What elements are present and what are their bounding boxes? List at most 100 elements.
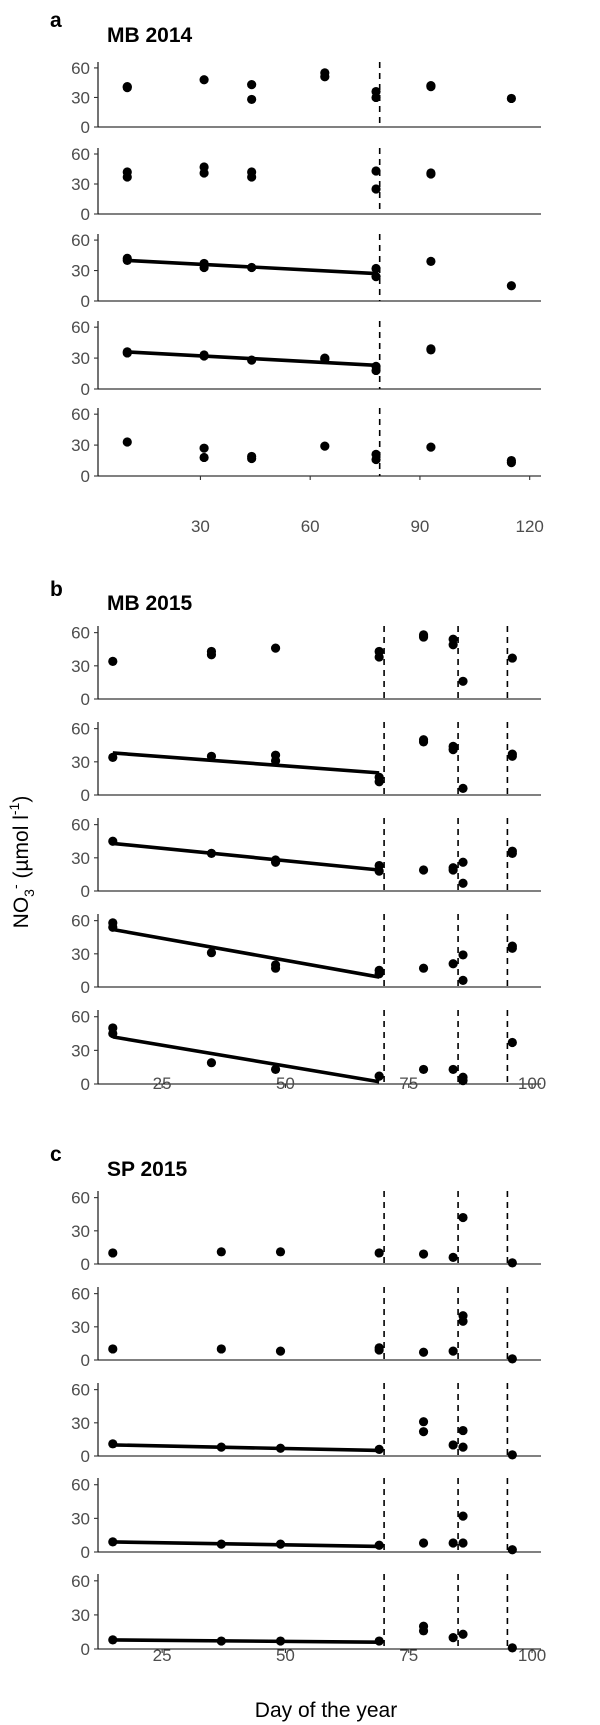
panel-a-row-1-point <box>371 86 381 97</box>
panel-b-row-2-point <box>374 772 384 782</box>
panel-c-row-3-point <box>418 1417 429 1427</box>
panel-c-row-2-point <box>507 1354 517 1364</box>
panel-a-row-1-point <box>247 80 257 90</box>
panel-a-row-1-point <box>426 81 436 91</box>
panel-c-row-4-y-tick-label: 0 <box>81 1543 90 1562</box>
y-axis-title-subscript: 3 <box>21 889 37 897</box>
panel-b-row-2-point <box>507 749 517 759</box>
panel-b-row-2-y-tick-label: 60 <box>71 720 90 739</box>
panel-c-row-5-y-tick-label: 60 <box>71 1572 90 1591</box>
panel-a-row-5-y-tick-label: 60 <box>71 405 90 424</box>
panel-b-row-2-point <box>108 752 118 762</box>
panel-a-x-tick-label: 90 <box>410 517 429 536</box>
panel-b-row-3-point <box>374 860 384 871</box>
panel-b-row-1-point <box>206 646 217 657</box>
panel-c-row-4-point <box>275 1539 286 1549</box>
panel-a-title: MB 2014 <box>107 24 193 47</box>
panel-b-row-4-y-tick-label: 0 <box>81 978 90 997</box>
panel-a-row-3-point <box>426 256 436 267</box>
panel-c-row-1-point <box>458 1212 468 1223</box>
panel-b-row-3: 0 30 60 <box>71 816 541 901</box>
panel-b-row-3-point <box>448 863 458 873</box>
panel-a-row-4: 0 30 60 <box>71 318 541 399</box>
panel-c-row-4-point <box>216 1539 226 1549</box>
panel-a-row-2-point <box>371 166 381 176</box>
panel-c-row-5-point <box>216 1636 226 1646</box>
panel-b-row-1-y-tick-label: 0 <box>81 690 90 709</box>
panel-a-row-3-point <box>122 253 132 263</box>
panel-b-row-1-point <box>374 646 384 657</box>
y-axis-title-unit-superscript: -1 <box>6 802 22 815</box>
panel-a-row-4-point <box>371 361 381 371</box>
panel-b-row-2-point <box>458 783 468 793</box>
panel-b-row-1-y-tick-label: 60 <box>71 624 90 643</box>
panel-c-row-4-y-tick-label: 60 <box>71 1476 90 1495</box>
panel-a-row-1-y-tick-label: 60 <box>71 59 90 78</box>
panel-a-row-2-y-tick-label: 0 <box>81 205 90 224</box>
panel-b-row-2-point <box>448 741 458 751</box>
panel-a-row-1-point <box>199 75 209 85</box>
panel-a-row-4-point <box>122 347 132 357</box>
panel-c-row-3-point <box>458 1442 468 1452</box>
panel-b-row-4-point <box>458 950 468 960</box>
panel-a-row-3-y-tick-label: 30 <box>71 262 90 281</box>
panel-c-title: SP 2015 <box>107 1158 188 1181</box>
panel-c-row-1-point <box>374 1248 384 1258</box>
y-axis-title-text: NO3- (µmol l-1) <box>6 796 37 929</box>
panel-c-row-4-y-tick-label: 30 <box>71 1509 90 1528</box>
panel-a-row-2-y-tick-label: 30 <box>71 175 90 194</box>
panel-b-x-tick-label: 25 <box>153 1074 172 1093</box>
panel-c-x-tick-label: 100 <box>518 1646 546 1665</box>
x-axis-title: Day of the year <box>255 1699 397 1722</box>
panel-b-row-3-point <box>206 848 217 858</box>
panel-c-row-5-point <box>374 1636 384 1646</box>
panel-b-row-4-point <box>418 963 429 973</box>
y-axis-title-unit: (µmol l <box>10 815 33 884</box>
panel-b-row-3-y-tick-label: 60 <box>71 816 90 835</box>
panel-c-row-5-trend-line <box>112 1638 380 1644</box>
y-axis-title-main: NO <box>10 897 33 929</box>
panel-c-row-5-point <box>448 1633 458 1643</box>
panel-c-row-2-point <box>458 1311 468 1321</box>
panel-b-row-2: 0 30 60 <box>71 720 541 805</box>
panel-b-row-5-point <box>448 1064 458 1075</box>
panel-c-row-3-point <box>448 1440 458 1450</box>
panel-b-row-2-point <box>206 751 217 761</box>
panel-c-row-3-y-tick-label: 60 <box>71 1381 90 1400</box>
panel-b-row-1-y-tick-label: 30 <box>71 657 90 676</box>
panel-a-letter: a <box>50 9 62 32</box>
panel-a-row-1-y-tick-label: 0 <box>81 118 90 137</box>
panel-c-row-2-point <box>108 1344 118 1354</box>
panel-a-row-1-point <box>506 93 516 104</box>
panel-a-row-3-point <box>506 281 516 291</box>
panel-c-row-2-y-tick-label: 30 <box>71 1318 90 1337</box>
panel-a-row-3-y-tick-label: 0 <box>81 292 90 311</box>
panel-b-row-4: 0 30 60 <box>71 912 541 997</box>
panel-a: a MB 2014 0 30 60 0 30 60 0 30 60 0 30 60 0 30 60 30 60 90 1… <box>50 9 544 536</box>
panel-b-row-2-y-tick-label: 30 <box>71 753 90 772</box>
panel-c-row-4: 0 30 60 <box>71 1476 541 1562</box>
panel-b-row-5-point <box>270 1064 281 1075</box>
panel-c-row-5-point <box>418 1621 429 1631</box>
panel-b-row-4-point <box>206 948 217 958</box>
panel-c-row-1-point <box>418 1249 429 1259</box>
panel-b-row-3-point <box>458 857 468 867</box>
y-axis-title-close: ) <box>10 796 33 803</box>
panel-a-row-5-point <box>506 455 516 466</box>
panel-c-row-2-y-tick-label: 0 <box>81 1351 90 1370</box>
panel-c-row-1-point <box>216 1247 226 1257</box>
panel-c-x-tick-label: 75 <box>399 1646 418 1665</box>
panel-a-row-5-y-tick-label: 30 <box>71 436 90 455</box>
panel-a-row-3-point <box>371 263 381 274</box>
panel-a-row-3-point <box>247 262 257 273</box>
panel-c-letter: c <box>50 1143 62 1166</box>
panel-c-row-3-trend-line <box>112 1443 380 1453</box>
panel-a-row-5-point <box>247 451 257 462</box>
panel-b-row-5-y-tick-label: 60 <box>71 1008 90 1027</box>
panel-c-row-2-point <box>216 1344 226 1354</box>
panel-c-row-2-point <box>275 1346 286 1356</box>
panel-c-row-3-point <box>507 1450 517 1460</box>
panel-c-row-3-point <box>275 1443 286 1453</box>
panel-c-row-4-point <box>507 1545 517 1555</box>
panel-b-row-3-point <box>507 846 517 856</box>
